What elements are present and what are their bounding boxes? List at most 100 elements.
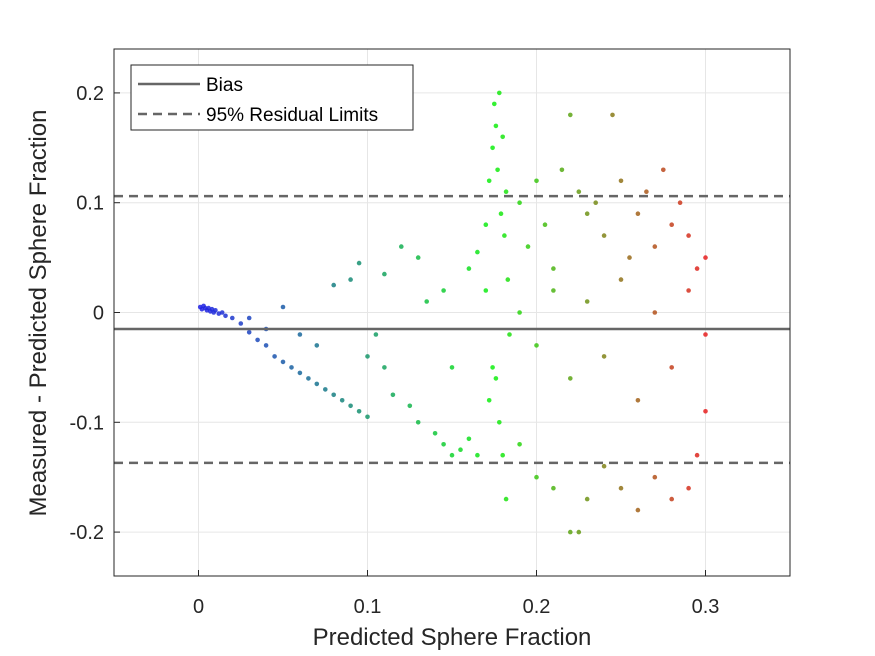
y-tick-label: -0.1 bbox=[70, 412, 104, 434]
data-point bbox=[686, 485, 691, 491]
x-axis-ticks: 0 0.1 0.2 0.3 bbox=[193, 570, 719, 618]
data-point bbox=[551, 485, 556, 491]
data-point bbox=[568, 112, 573, 118]
legend-label-residual-limits: 95% Residual Limits bbox=[206, 105, 378, 126]
data-point bbox=[644, 189, 649, 194]
data-point bbox=[551, 288, 556, 293]
data-point bbox=[424, 299, 430, 304]
data-point bbox=[551, 266, 556, 271]
data-point bbox=[492, 101, 497, 107]
y-tick-label: 0.1 bbox=[76, 193, 104, 215]
data-point bbox=[475, 249, 480, 255]
data-point bbox=[230, 315, 235, 321]
data-point bbox=[576, 529, 582, 535]
data-point bbox=[390, 392, 396, 398]
data-point bbox=[495, 167, 500, 173]
y-tick-label: 0.2 bbox=[76, 83, 104, 105]
data-point bbox=[534, 474, 539, 480]
y-tick-label: -0.2 bbox=[70, 522, 104, 544]
data-point bbox=[601, 463, 607, 469]
data-point bbox=[503, 189, 509, 194]
data-point bbox=[373, 332, 379, 337]
x-tick-label: 0.1 bbox=[354, 596, 382, 618]
data-point bbox=[238, 321, 244, 326]
data-point bbox=[246, 315, 252, 321]
data-point bbox=[490, 365, 495, 370]
y-tick-label: 0 bbox=[93, 303, 104, 325]
data-point bbox=[213, 308, 218, 313]
data-point bbox=[493, 123, 499, 129]
data-point bbox=[255, 337, 260, 343]
data-point bbox=[534, 343, 539, 348]
data-point bbox=[449, 452, 455, 458]
data-point bbox=[486, 178, 492, 184]
data-point bbox=[356, 409, 362, 414]
data-point bbox=[500, 134, 506, 140]
data-point bbox=[339, 398, 345, 403]
data-point bbox=[525, 244, 531, 249]
legend-box bbox=[130, 64, 414, 131]
data-point bbox=[703, 332, 708, 337]
x-axis-title: Predicted Sphere Fraction bbox=[313, 624, 592, 651]
y-axis-ticks: -0.2 -0.1 0 0.1 0.2 bbox=[70, 83, 120, 544]
data-point bbox=[610, 112, 615, 118]
data-point bbox=[694, 266, 700, 271]
data-point bbox=[263, 343, 269, 348]
data-point bbox=[382, 271, 387, 277]
data-point bbox=[365, 354, 370, 359]
data-point bbox=[314, 343, 320, 348]
data-point bbox=[399, 244, 404, 249]
data-point bbox=[441, 288, 446, 293]
data-point bbox=[584, 496, 590, 502]
data-point bbox=[686, 288, 691, 293]
data-point bbox=[669, 222, 674, 227]
data-point bbox=[517, 442, 522, 447]
data-point bbox=[584, 211, 590, 216]
data-point bbox=[246, 330, 252, 335]
data-point bbox=[507, 332, 512, 337]
data-point bbox=[618, 178, 624, 184]
data-point bbox=[669, 365, 674, 370]
data-point bbox=[503, 496, 509, 502]
data-point bbox=[458, 447, 463, 453]
data-point bbox=[289, 365, 294, 370]
data-point bbox=[486, 398, 492, 403]
data-point bbox=[502, 233, 507, 238]
data-point bbox=[618, 277, 624, 282]
data-point bbox=[483, 288, 489, 293]
data-point bbox=[627, 255, 632, 260]
data-point bbox=[652, 474, 658, 480]
data-point bbox=[297, 332, 303, 337]
data-point bbox=[601, 233, 607, 238]
data-point bbox=[568, 376, 573, 381]
data-point bbox=[441, 442, 446, 447]
data-point bbox=[517, 310, 522, 315]
data-point bbox=[559, 167, 565, 173]
data-point bbox=[593, 200, 598, 205]
data-point bbox=[348, 403, 353, 409]
data-point bbox=[669, 496, 674, 502]
data-point bbox=[498, 211, 504, 216]
data-point bbox=[542, 222, 548, 227]
data-point bbox=[601, 354, 607, 359]
data-point bbox=[297, 370, 303, 376]
data-point bbox=[703, 409, 708, 414]
legend-label-bias: Bias bbox=[206, 75, 243, 96]
data-point bbox=[661, 167, 666, 173]
data-point bbox=[449, 365, 455, 370]
data-point bbox=[652, 310, 658, 315]
data-point bbox=[382, 365, 387, 370]
legend: Bias 95% Residual Limits bbox=[130, 64, 414, 131]
data-point bbox=[223, 313, 228, 319]
data-point bbox=[323, 387, 328, 392]
data-point bbox=[348, 277, 353, 282]
scatter-points bbox=[197, 90, 708, 535]
data-point bbox=[497, 90, 502, 96]
data-point bbox=[635, 507, 641, 513]
data-point bbox=[493, 376, 499, 381]
data-point bbox=[703, 255, 708, 260]
data-point bbox=[500, 452, 506, 458]
data-point bbox=[432, 431, 438, 436]
x-tick-label: 0.3 bbox=[692, 596, 720, 618]
